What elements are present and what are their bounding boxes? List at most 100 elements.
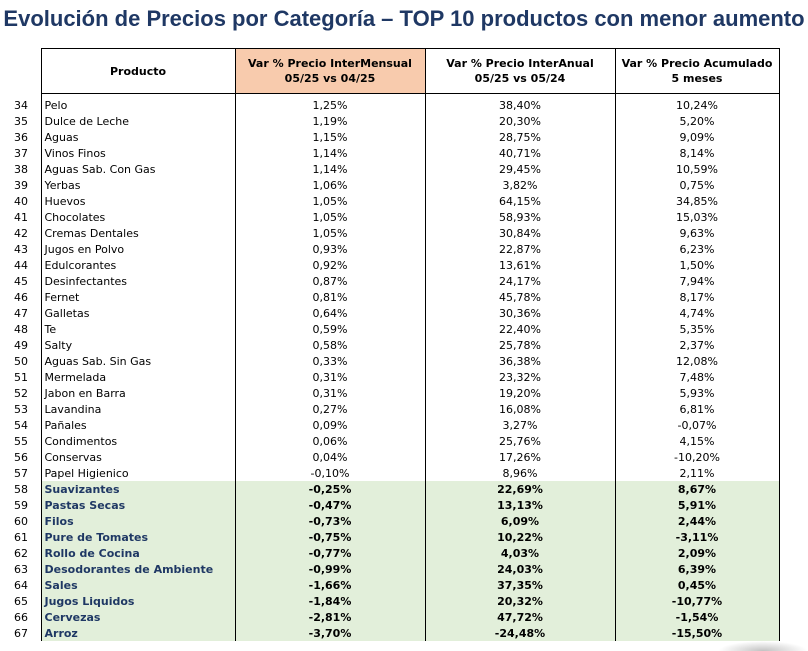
var-intermensual: 0,31% (235, 385, 426, 401)
table-row: 67 Arroz -3,70% -24,48% -15,50% (8, 625, 780, 641)
var-acumulado: 9,63% (615, 225, 780, 241)
row-number: 62 (8, 545, 42, 561)
var-intermensual: -0,77% (235, 545, 426, 561)
product-name: Papel Higienico (41, 465, 236, 481)
var-acumulado: 2,11% (615, 465, 780, 481)
product-name: Desodorantes de Ambiente (41, 561, 236, 577)
var-acumulado: 2,44% (615, 513, 780, 529)
var-intermensual: -0,10% (235, 465, 426, 481)
var-acumulado: 10,59% (615, 161, 780, 177)
table-row: 48 Te 0,59% 22,40% 5,35% (8, 321, 780, 337)
product-name: Yerbas (41, 177, 236, 193)
var-acumulado: 8,14% (615, 145, 780, 161)
header-interanual: Var % Precio InterAnual 05/25 vs 05/24 (424, 48, 616, 94)
product-name: Cremas Dentales (41, 225, 236, 241)
var-interanual: 3,27% (425, 417, 616, 433)
var-interanual: 30,36% (425, 305, 616, 321)
var-acumulado: 4,74% (615, 305, 780, 321)
var-intermensual: 0,04% (235, 449, 426, 465)
table-row: 61 Pure de Tomates -0,75% 10,22% -3,11% (8, 529, 780, 545)
row-number: 50 (8, 353, 42, 369)
table-row: 43 Jugos en Polvo 0,93% 22,87% 6,23% (8, 241, 780, 257)
var-acumulado: 34,85% (615, 193, 780, 209)
var-intermensual: 0,64% (235, 305, 426, 321)
page-title: Evolución de Precios por Categoría – TOP… (3, 6, 805, 31)
var-interanual: -24,48% (425, 625, 616, 641)
var-intermensual: 0,87% (235, 273, 426, 289)
table-row: 66 Cervezas -2,81% 47,72% -1,54% (8, 609, 780, 625)
var-acumulado: 8,17% (615, 289, 780, 305)
product-name: Jabon en Barra (41, 385, 236, 401)
row-number: 47 (8, 305, 42, 321)
product-name: Galletas (41, 305, 236, 321)
header-intermensual-line1: Var % Precio InterMensual (248, 57, 412, 70)
var-intermensual: -0,47% (235, 497, 426, 513)
var-intermensual: -0,99% (235, 561, 426, 577)
var-acumulado: 1,50% (615, 257, 780, 273)
header-intermensual: Var % Precio InterMensual 05/25 vs 04/25 (234, 48, 426, 94)
row-number: 46 (8, 289, 42, 305)
table-row: 39 Yerbas 1,06% 3,82% 0,75% (8, 177, 780, 193)
var-acumulado: 0,75% (615, 177, 780, 193)
var-acumulado: 6,23% (615, 241, 780, 257)
table-row: 59 Pastas Secas -0,47% 13,13% 5,91% (8, 497, 780, 513)
product-name: Salty (41, 337, 236, 353)
table-row: 47 Galletas 0,64% 30,36% 4,74% (8, 305, 780, 321)
var-intermensual: 1,05% (235, 209, 426, 225)
table-row: 62 Rollo de Cocina -0,77% 4,03% 2,09% (8, 545, 780, 561)
row-number: 53 (8, 401, 42, 417)
table-row: 58 Suavizantes -0,25% 22,69% 8,67% (8, 481, 780, 497)
row-number: 37 (8, 145, 42, 161)
product-name: Huevos (41, 193, 236, 209)
corner-shadow (718, 641, 808, 651)
var-acumulado: 2,37% (615, 337, 780, 353)
var-interanual: 20,30% (425, 113, 616, 129)
var-acumulado: 7,48% (615, 369, 780, 385)
var-interanual: 8,96% (425, 465, 616, 481)
table-row: 50 Aguas Sab. Sin Gas 0,33% 36,38% 12,08% (8, 353, 780, 369)
table-row: 57 Papel Higienico -0,10% 8,96% 2,11% (8, 465, 780, 481)
var-acumulado: 5,20% (615, 113, 780, 129)
product-name: Pure de Tomates (41, 529, 236, 545)
var-intermensual: 0,81% (235, 289, 426, 305)
var-intermensual: 0,27% (235, 401, 426, 417)
product-name: Mermelada (41, 369, 236, 385)
table-row: 54 Pañales 0,09% 3,27% -0,07% (8, 417, 780, 433)
var-intermensual: 1,14% (235, 145, 426, 161)
table-row: 46 Fernet 0,81% 45,78% 8,17% (8, 289, 780, 305)
var-interanual: 37,35% (425, 577, 616, 593)
table-row: 41 Chocolates 1,05% 58,93% 15,03% (8, 209, 780, 225)
var-interanual: 22,40% (425, 321, 616, 337)
product-name: Chocolates (41, 209, 236, 225)
row-number: 59 (8, 497, 42, 513)
var-acumulado: -1,54% (615, 609, 780, 625)
product-name: Cervezas (41, 609, 236, 625)
var-interanual: 19,20% (425, 385, 616, 401)
product-name: Jugos Liquidos (41, 593, 236, 609)
header-acumulado: Var % Precio Acumulado 5 meses (614, 48, 780, 94)
var-intermensual: 0,09% (235, 417, 426, 433)
var-acumulado: 0,45% (615, 577, 780, 593)
product-name: Arroz (41, 625, 236, 641)
product-name: Te (41, 321, 236, 337)
row-number: 44 (8, 257, 42, 273)
row-number: 38 (8, 161, 42, 177)
var-acumulado: 5,93% (615, 385, 780, 401)
product-name: Lavandina (41, 401, 236, 417)
var-intermensual: 1,19% (235, 113, 426, 129)
var-interanual: 25,76% (425, 433, 616, 449)
var-interanual: 4,03% (425, 545, 616, 561)
var-intermensual: 0,33% (235, 353, 426, 369)
var-intermensual: 0,93% (235, 241, 426, 257)
var-intermensual: 1,05% (235, 225, 426, 241)
table-row: 65 Jugos Liquidos -1,84% 20,32% -10,77% (8, 593, 780, 609)
table-row: 52 Jabon en Barra 0,31% 19,20% 5,93% (8, 385, 780, 401)
var-intermensual: 0,06% (235, 433, 426, 449)
var-interanual: 22,69% (425, 481, 616, 497)
header-row: Producto Var % Precio InterMensual 05/25… (8, 48, 780, 94)
row-number: 35 (8, 113, 42, 129)
product-name: Aguas Sab. Sin Gas (41, 353, 236, 369)
header-producto-label: Producto (109, 64, 167, 78)
var-intermensual: -0,73% (235, 513, 426, 529)
row-number: 58 (8, 481, 42, 497)
